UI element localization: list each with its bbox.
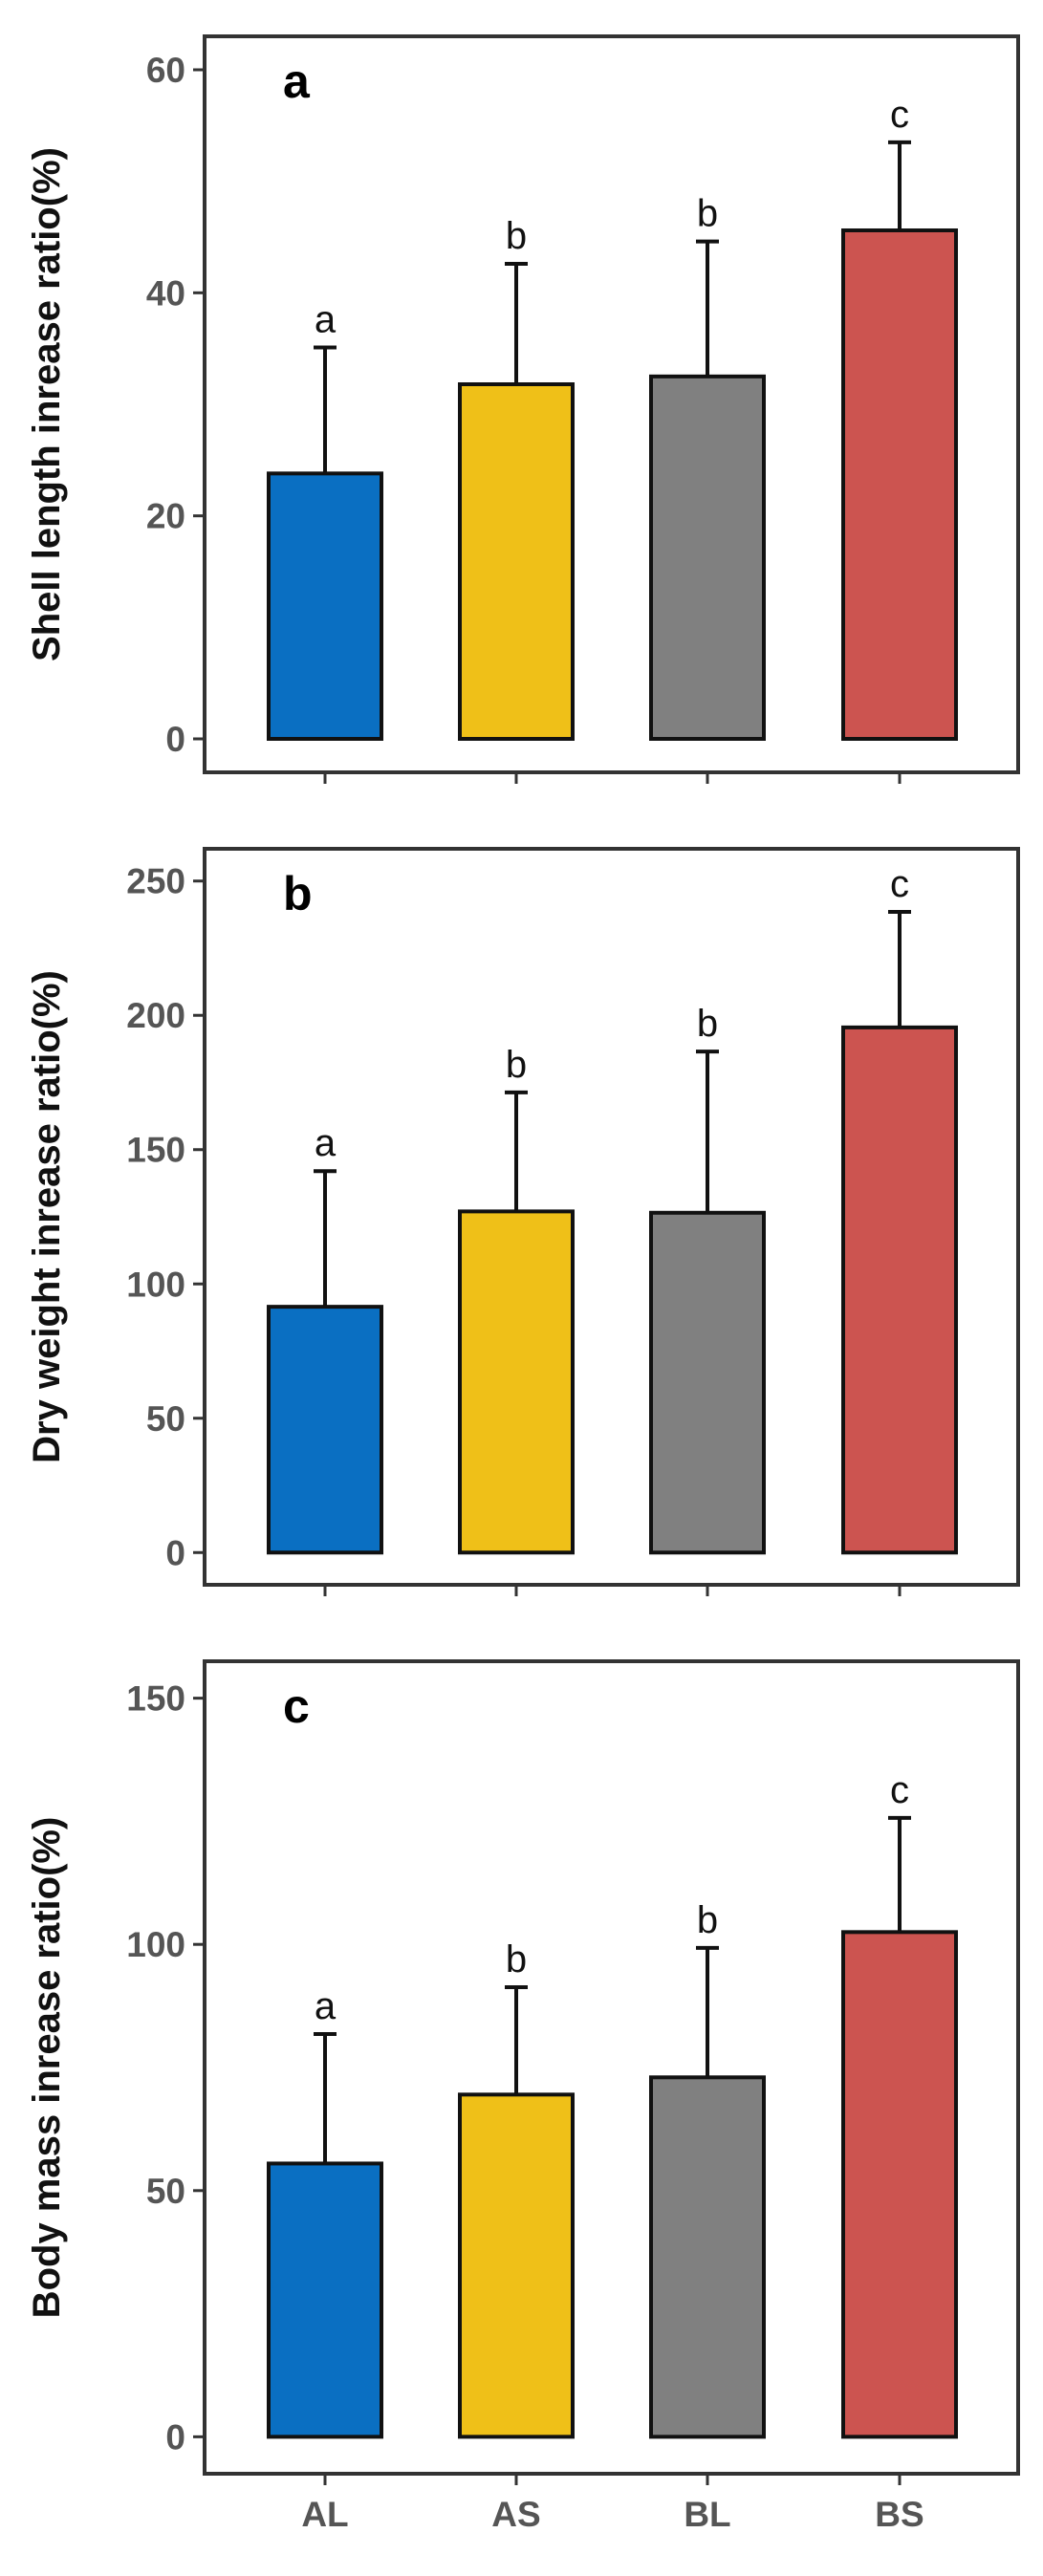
panel-b-y-tick-label: 0	[165, 1533, 185, 1572]
panel-a-x-axis	[323, 772, 902, 784]
panel-b-significance-al: a	[315, 1122, 337, 1164]
panel-c-label: c	[283, 1679, 310, 1733]
panel-c-y-tick-label: 50	[146, 2172, 185, 2211]
panel-a-significance-al: a	[315, 299, 337, 341]
panel-b-y-tick-label: 250	[126, 862, 185, 901]
panel-c-significance-as: b	[506, 1938, 527, 1981]
panel-c: Body mass inrease ratio(%) c 0 50 100 150 A…	[26, 1659, 1020, 2534]
panel-c-significance-bs: c	[890, 1769, 909, 1811]
panel-a-y-tick-label: 20	[146, 497, 185, 536]
panel-c-y-axis: 0 50 100 150	[126, 1679, 205, 2457]
panel-c-bar-bs	[841, 1930, 958, 2439]
panel-a-y-tick-label: 60	[146, 51, 185, 90]
panel-b-bar-bs	[841, 1025, 958, 1555]
panel-c-y-tick-label: 0	[165, 2417, 185, 2457]
panel-a: Shell length inrease ratio(%) a 0204060 …	[26, 34, 1020, 784]
panel-a-label: a	[283, 54, 311, 108]
panel-b-bar-al	[267, 1305, 383, 1555]
panel-b-y-tick-label: 200	[126, 996, 185, 1035]
panel-b-y-tick-label: 100	[126, 1265, 185, 1304]
panel-c-bar-al	[267, 2161, 383, 2439]
panel-a-y-axis-title: Shell length inrease ratio(%)	[26, 147, 68, 661]
panel-a-bar-bs	[841, 228, 958, 741]
panel-a-bar-al	[267, 471, 383, 741]
panel-a-bars: a b b c	[267, 94, 958, 741]
panel-c-x-tick-label-as: AS	[491, 2495, 540, 2534]
panel-a-y-tick-label: 40	[146, 273, 185, 313]
panel-a-bar-bl	[649, 374, 766, 741]
panel-b-y-axis-title: Dry weight inrease ratio(%)	[26, 970, 68, 1463]
panel-a-significance-as: b	[506, 215, 527, 257]
panel-c-bar-bl	[649, 2075, 766, 2439]
panel-c-y-axis-title: Body mass inrease ratio(%)	[26, 1817, 68, 2319]
panel-c-bars: a b b c	[267, 1769, 958, 2439]
panel-c-x-tick-label-bl: BL	[684, 2495, 730, 2534]
panel-b-y-tick-label: 150	[126, 1131, 185, 1170]
panel-b-bars: a b b c	[267, 863, 958, 1555]
panel-c-x-axis: AL AS BL BS	[301, 2474, 924, 2534]
panel-c-significance-al: a	[315, 1985, 337, 2027]
panel-b-significance-as: b	[506, 1044, 527, 1086]
panel-c-bar-as	[458, 2092, 575, 2439]
panel-b-y-tick-label: 50	[146, 1399, 185, 1439]
panel-b-bar-as	[458, 1209, 575, 1555]
panel-c-y-tick-label: 150	[126, 1679, 185, 1719]
panel-a-significance-bl: b	[697, 193, 718, 235]
panel-b-x-axis	[323, 1585, 902, 1596]
panel-c-x-tick-label-bs: BS	[875, 2495, 923, 2534]
panel-b-bar-bl	[649, 1210, 766, 1555]
panel-b-label: b	[283, 867, 313, 920]
panel-a-y-tick-label: 0	[165, 720, 185, 759]
panel-a-y-axis: 0 20 40 60	[146, 51, 205, 759]
panel-b: Dry weight inrease ratio(%) b 0 50 100 150 2…	[26, 847, 1020, 1596]
panel-c-significance-bl: b	[697, 1899, 718, 1941]
panel-b-significance-bl: b	[697, 1003, 718, 1045]
panel-a-bar-as	[458, 382, 575, 741]
panel-c-x-tick-label-al: AL	[301, 2495, 348, 2534]
panel-b-y-axis: 0 50 100 150 200 250	[126, 862, 205, 1572]
panel-c-y-tick-label: 100	[126, 1925, 185, 1964]
panel-b-significance-bs: c	[890, 863, 909, 905]
panel-a-significance-bs: c	[890, 94, 909, 136]
